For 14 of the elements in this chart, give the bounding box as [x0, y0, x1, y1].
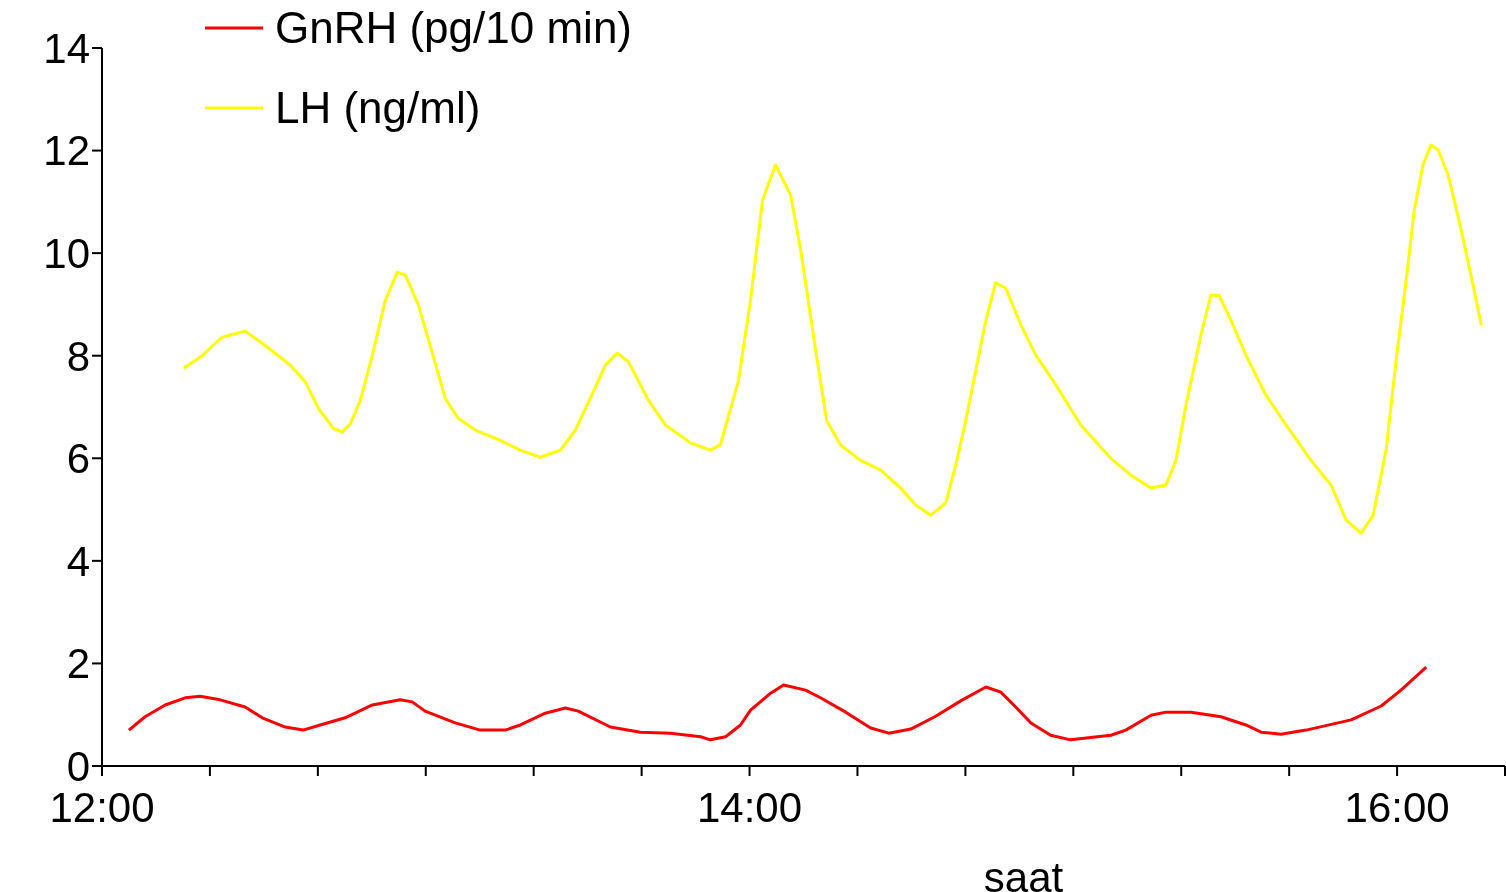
- line-series: [127, 665, 1428, 742]
- line-series: [182, 143, 1483, 535]
- legend-label: GnRH (pg/10 min): [275, 3, 633, 53]
- x-tick-label: 16:00: [1344, 783, 1450, 831]
- y-tick-label: 14: [43, 24, 90, 72]
- y-tick-label: 2: [66, 640, 90, 688]
- y-tick-label: 4: [66, 537, 90, 585]
- y-tick-label: 6: [66, 435, 90, 483]
- y-tick-label: 10: [43, 230, 90, 278]
- x-axis-title: saat: [983, 854, 1064, 892]
- y-tick-label: 8: [66, 332, 90, 380]
- y-tick-label: 12: [43, 127, 90, 175]
- x-tick-label: 14:00: [696, 783, 803, 831]
- legend-label: LH (ng/ml): [275, 83, 481, 133]
